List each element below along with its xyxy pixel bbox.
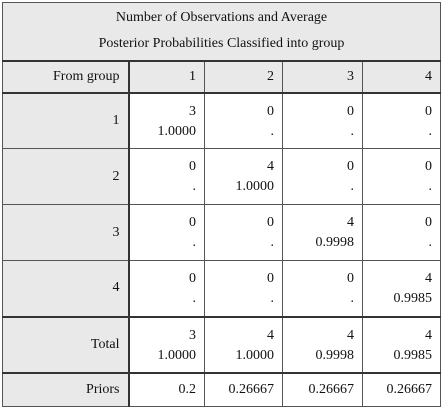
count: 4 [347, 327, 354, 343]
probability: 1.0000 [157, 347, 197, 363]
cell: 0. [128, 260, 205, 317]
probability: 1.0000 [157, 123, 197, 139]
header-cell: 3 [282, 60, 363, 93]
cell: 0. [361, 204, 442, 261]
cell: 4 0.9985 [361, 260, 442, 317]
probability: . [270, 123, 275, 139]
count: 0 [347, 271, 354, 286]
probability: 1.0000 [235, 347, 275, 363]
cell: 4 0.9998 [282, 204, 363, 261]
count: 4 [425, 327, 433, 343]
count: 0 [189, 215, 196, 230]
probability: 1.0000 [235, 179, 275, 194]
cell: 0. [128, 148, 205, 205]
prior-cell: 0.26667 [282, 371, 363, 407]
cell: 0. [204, 260, 283, 317]
row-label: 2 [2, 148, 130, 205]
probability: . [192, 291, 197, 306]
cell: 4 1.0000 [204, 315, 283, 373]
probability: . [270, 235, 275, 250]
probability: 0.9985 [393, 347, 433, 363]
count: 4 [425, 271, 433, 286]
cell: 0. [128, 204, 205, 261]
body-row: 1 3 1.0000 0. 0. 0. [2, 91, 442, 149]
title-line: Posterior Probabilities Classified into … [98, 36, 345, 52]
count: 0 [267, 103, 274, 119]
body-row: 2 0. 4 1.0000 0. 0. [2, 148, 442, 205]
header-cell: 4 [361, 60, 442, 93]
count: 0 [267, 271, 274, 286]
prior-cell: 0.2 [128, 371, 205, 407]
header-row: From group 1 2 3 4 [2, 60, 442, 93]
cell: 4 1.0000 [204, 148, 283, 205]
probability: 0.9998 [315, 235, 355, 250]
probability: . [428, 123, 433, 139]
cell: 3 1.0000 [128, 91, 205, 149]
count: 0 [425, 215, 433, 230]
row-label: 3 [2, 204, 130, 261]
title: Number of Observations and Average Poste… [1, 2, 442, 62]
header-cell: 1 [128, 60, 205, 93]
count: 0 [189, 159, 196, 174]
probability: . [428, 235, 433, 250]
probability: 0.9998 [315, 347, 355, 363]
cell: 4 0.9985 [361, 315, 442, 373]
cell: 3 1.0000 [128, 315, 205, 373]
priors-row: Priors 0.2 0.26667 0.26667 0.26667 [2, 371, 442, 407]
cell: 0. [282, 148, 363, 205]
count: 0 [347, 159, 354, 174]
probability: . [192, 235, 197, 250]
count: 4 [267, 327, 274, 343]
row-label: 1 [2, 91, 130, 149]
probability: 0.9985 [393, 291, 433, 306]
probability: . [428, 179, 433, 194]
cell: 0. [204, 204, 283, 261]
cell: 0. [204, 91, 283, 149]
cell: 0. [282, 260, 363, 317]
title-line: Number of Observations and Average [115, 10, 328, 26]
body-row: Total 3 1.0000 4 1.0000 4 0.9998 4 0.9985 [2, 315, 442, 373]
probability: . [350, 179, 355, 194]
header-cell: 2 [204, 60, 283, 93]
count: 4 [267, 159, 274, 174]
probability: . [270, 291, 275, 306]
row-label: 4 [2, 260, 130, 317]
row-label: Priors [2, 371, 130, 407]
count: 0 [347, 103, 354, 119]
probability: . [350, 291, 355, 306]
count: 0 [267, 215, 274, 230]
body-row: 3 0. 0. 4 0.9998 0. [2, 204, 442, 261]
cell: 0. [361, 91, 442, 149]
prior-cell: 0.26667 [204, 371, 283, 407]
probability: . [350, 123, 355, 139]
count: 3 [189, 103, 196, 119]
count: 4 [347, 215, 354, 230]
cell: 0. [361, 148, 442, 205]
count: 0 [425, 159, 433, 174]
prior-cell: 0.26667 [361, 371, 442, 407]
cell: 0. [282, 91, 363, 149]
count: 0 [189, 271, 196, 286]
body-row: 4 0. 0. 0. 4 0.9985 [2, 260, 442, 317]
row-label: Total [2, 315, 130, 373]
cell: 4 0.9998 [282, 315, 363, 373]
count: 3 [189, 327, 196, 343]
count: 0 [425, 103, 433, 119]
header-cell: From group [2, 60, 130, 93]
probability: . [192, 179, 197, 194]
